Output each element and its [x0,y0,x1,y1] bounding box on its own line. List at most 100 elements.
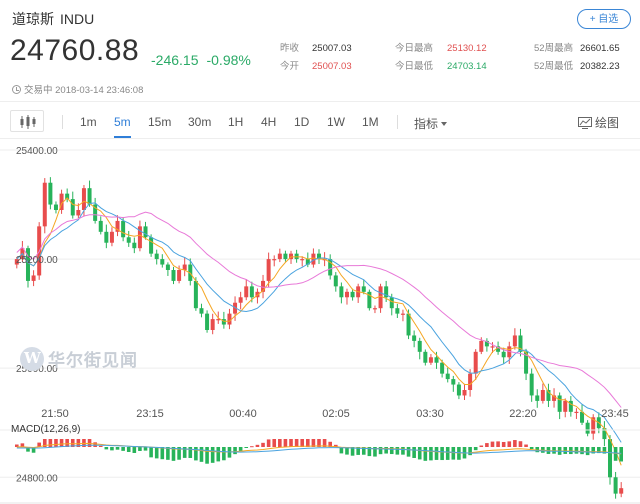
macd-bar [518,441,523,447]
candle-body [546,390,551,401]
candle-body [602,428,607,440]
period-5m[interactable]: 5m [114,115,131,138]
period-1h[interactable]: 1H [228,115,244,129]
macd-bar [115,447,120,450]
candle-body [70,199,75,216]
candle-body [87,188,92,205]
candle-body [115,220,120,232]
candle-body [59,193,64,210]
chart-type-button[interactable] [10,110,44,132]
price-change: -246.15 -0.98% [151,52,251,68]
stats-col-2: 今日最高 25130.12 今日最低 24703.14 [395,40,487,76]
macd-bar [31,447,36,453]
macd-bar [389,447,394,455]
macd-bar [98,445,103,447]
macd-bar [272,439,277,447]
x-tick-label: 23:15 [136,408,164,420]
candle-body [591,417,596,434]
period-4h[interactable]: 4H [261,115,277,129]
candle-body [300,259,305,261]
macd-bar [126,447,131,452]
stat-day-low: 24703.14 [447,61,487,72]
macd-bar [14,444,19,447]
macd-label: MACD(12,26,9) [11,424,81,435]
candle-body [238,297,243,303]
candle-body [76,210,81,216]
macd-bar [154,447,159,459]
stats-col-3: 52周最高 26601.65 52周最低 20382.23 [534,40,620,76]
candle-body [249,286,254,298]
macd-bar [54,439,58,447]
macd-bar [485,443,489,447]
macd-bar [199,447,204,462]
macd-bar [473,447,478,451]
candle-body [177,270,182,281]
candle-body [305,259,310,265]
macd-bar [132,447,137,453]
candle-body [372,308,377,310]
period-30m[interactable]: 30m [188,115,212,129]
stat-label: 昨收 [280,43,300,54]
candle-body [199,308,204,314]
candle-body [311,253,316,265]
macd-bar [59,439,64,447]
indicator-label: 指标 [414,117,439,131]
macd-bar [373,447,377,457]
candle-body [333,275,338,287]
macd-bar [378,447,383,455]
macd-bar [445,447,450,460]
macd-bar [529,447,534,449]
macd-bar [306,439,310,447]
candle-body [378,286,383,309]
ma-line-long [16,211,622,408]
macd-bar [563,447,568,454]
change-value: -246.15 [151,52,199,68]
macd-bar [328,441,332,447]
draw-button[interactable]: 绘图 [578,114,619,131]
candle-body [227,313,232,325]
period-1w[interactable]: 1W [327,115,345,129]
candle-body [344,291,349,298]
candle-body [451,379,456,385]
watermark-text: 华尔街见闻 [48,351,138,371]
candle-body [613,477,618,494]
candle-body [406,313,411,336]
candle-body [31,275,36,281]
stat-52w-high: 26601.65 [580,43,620,54]
macd-bar [479,445,484,447]
candle-body [540,390,545,401]
period-1mo[interactable]: 1M [362,115,379,129]
candle-body [361,286,366,292]
candle-body [93,204,98,221]
macd-bar [356,447,360,455]
macd-bar [496,441,500,447]
last-price: 24760.88 [10,34,140,67]
quote-header: 道琼斯 INDU + 自选 24760.88 -246.15 -0.98% 昨收 25… [0,0,640,104]
y-tick-label: 25200.00 [16,255,58,266]
period-15m[interactable]: 15m [148,115,172,129]
indicator-dropdown[interactable]: 指标 [414,115,448,132]
macd-bar [210,447,215,463]
candle-body [434,357,439,363]
candle-body [98,220,103,232]
period-1d[interactable]: 1D [294,115,310,129]
macd-bar [48,439,53,447]
macd-bar [76,439,81,447]
period-1m[interactable]: 1m [80,115,97,129]
macd-bar [166,447,170,460]
candle-body [277,253,282,260]
macd-bar [93,442,97,447]
toolbar-separator [62,115,63,129]
macd-bar [65,439,69,447]
macd-bar [585,447,590,456]
draw-chart-icon [578,117,592,129]
candle-body [473,351,478,374]
macd-bar [222,447,226,461]
macd-bar [104,447,109,450]
add-watchlist-button[interactable]: + 自选 [577,9,631,29]
candle-body [160,259,165,265]
instrument-name: 道琼斯 [12,11,54,27]
stat-label: 52周最高 [534,43,574,54]
candle-body [261,280,266,292]
